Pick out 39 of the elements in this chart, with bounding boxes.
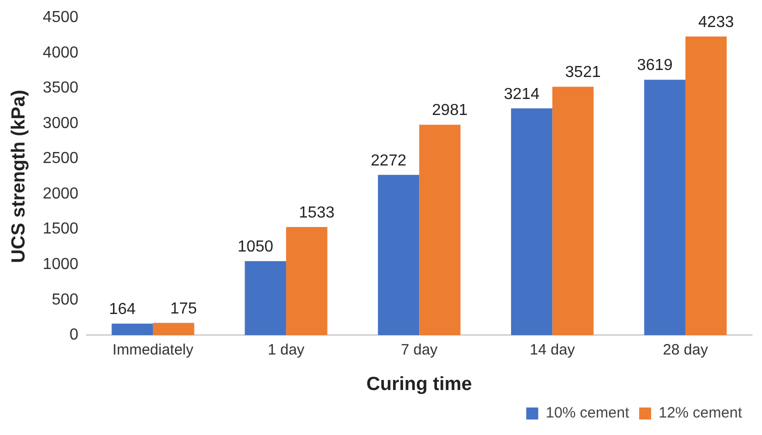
y-tick-label: 0: [69, 326, 78, 344]
y-tick-label: 4500: [42, 9, 78, 26]
bar: [152, 322, 194, 336]
bar: [511, 108, 552, 336]
data-label: 2272: [370, 152, 406, 170]
bar: [112, 324, 153, 336]
y-tick-label: 2000: [42, 185, 78, 202]
bar: [552, 86, 594, 336]
x-tick-label: 28 day: [662, 341, 708, 358]
bar: [685, 36, 727, 336]
data-label: 3214: [504, 86, 540, 103]
legend-label: 12% cement: [658, 404, 743, 422]
x-tick-label: Immediately: [112, 341, 194, 358]
legend-label: 10% cement: [546, 404, 630, 422]
y-tick-label: 1500: [42, 220, 78, 238]
data-label: 1533: [298, 204, 335, 222]
data-label: 1050: [238, 238, 274, 256]
bar: [244, 261, 286, 336]
y-tick-label: 3500: [42, 80, 78, 97]
data-label: 164: [108, 301, 136, 318]
y-axis-title: UCS strength (kPa): [8, 90, 30, 263]
y-tick-label: 3000: [42, 114, 78, 132]
y-tick-label: 500: [52, 291, 78, 308]
data-label: 3521: [565, 64, 601, 82]
y-tick-label: 1000: [42, 256, 78, 274]
bar: [286, 227, 328, 336]
x-axis-title: Curing time: [366, 374, 472, 395]
data-label: 2981: [432, 102, 468, 120]
y-tick-label: 2500: [42, 150, 78, 168]
x-tick-label: 1 day: [268, 341, 305, 358]
x-tick-label: 14 day: [530, 341, 576, 358]
bar: [378, 174, 420, 336]
x-tick-label: 7 day: [400, 341, 438, 358]
data-label: 175: [170, 300, 198, 318]
data-label: 3619: [637, 57, 673, 74]
bar: [644, 80, 686, 336]
y-tick-label: 4000: [42, 44, 78, 62]
bar: [419, 124, 460, 336]
data-label: 4233: [698, 14, 734, 31]
